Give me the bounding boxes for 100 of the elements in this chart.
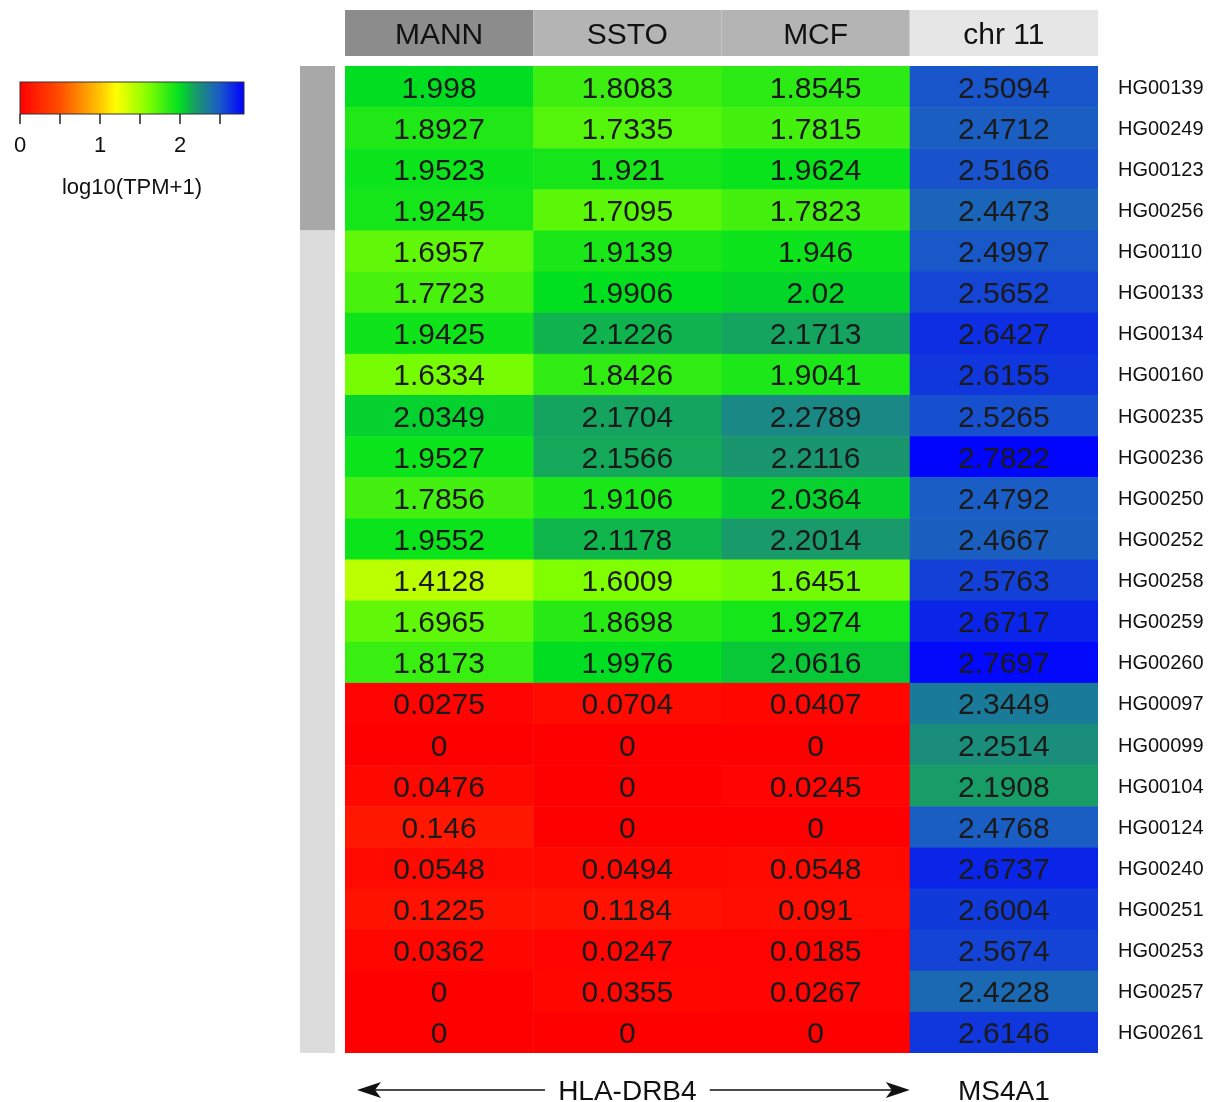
y-tick-label: HG00240 <box>1118 856 1204 879</box>
data-label: 2.0364 <box>769 481 862 515</box>
data-label: 2.4667 <box>957 522 1050 556</box>
data-label: 1.998 <box>401 70 477 104</box>
data-label: 2.5166 <box>957 152 1050 186</box>
data-label: 2.6155 <box>957 358 1050 392</box>
data-label: 1.9527 <box>393 440 486 474</box>
data-label: 0 <box>619 728 636 762</box>
data-label: 0 <box>430 728 448 762</box>
data-label: 1.921 <box>589 152 665 186</box>
x-tick-label: chr 11 <box>963 17 1045 50</box>
data-label: 0.091 <box>778 893 854 927</box>
y-tick-label: HG00252 <box>1118 527 1204 550</box>
data-label: 0.146 <box>401 810 477 844</box>
data-label: 2.1226 <box>581 317 674 351</box>
y-tick-label: HG00260 <box>1118 651 1204 674</box>
data-label: 0.0185 <box>769 934 862 968</box>
y-tick-label: HG00258 <box>1118 569 1204 592</box>
y-tick-label: HG00235 <box>1118 404 1204 427</box>
y-tick-label: HG00134 <box>1118 322 1204 345</box>
color-bar-label: 0 <box>13 132 27 157</box>
data-label: 0 <box>807 810 824 844</box>
y-tick-label: HG00124 <box>1118 815 1204 838</box>
data-label: 0.0548 <box>769 851 862 885</box>
y-tick-label: HG00104 <box>1118 774 1204 797</box>
data-label: 0.0247 <box>581 934 674 968</box>
data-label: 2.4768 <box>957 810 1050 844</box>
data-label: 2.0349 <box>393 399 486 433</box>
data-label: 0.0275 <box>393 687 486 721</box>
data-label: 0.1225 <box>393 893 486 927</box>
x-tick-label: MCF <box>783 17 849 50</box>
data-label: 0 <box>619 769 636 803</box>
data-label: 0 <box>619 810 636 844</box>
data-label: 1.9245 <box>393 193 486 227</box>
data-label: 1.9139 <box>581 235 674 269</box>
data-label: 1.7335 <box>581 111 674 145</box>
data-label: 1.8426 <box>581 358 674 392</box>
color-bar-label: 1 <box>93 132 107 157</box>
text: MS4A1 <box>957 1075 1050 1102</box>
data-label: 1.4128 <box>393 564 486 598</box>
y-tick-label: HG00099 <box>1118 733 1204 756</box>
text: HLA-DRB4 <box>558 1075 697 1102</box>
y-tick-label: HG00257 <box>1118 980 1204 1003</box>
data-label: 1.8927 <box>393 111 486 145</box>
data-label: 2.7697 <box>957 646 1050 680</box>
data-label: 2.6427 <box>957 317 1050 351</box>
data-label: 0 <box>807 1016 824 1050</box>
y-tick-label: HG00236 <box>1118 445 1204 468</box>
data-label: 2.1704 <box>581 399 674 433</box>
data-label: 1.9425 <box>393 317 486 351</box>
y-tick-label: HG00133 <box>1118 281 1204 304</box>
data-label: 1.6334 <box>393 358 486 392</box>
data-label: 1.6965 <box>393 605 486 639</box>
data-label: 0 <box>430 975 448 1009</box>
data-label: 2.2789 <box>769 399 862 433</box>
data-label: 2.4997 <box>957 235 1050 269</box>
data-label: 0 <box>430 1016 448 1050</box>
data-label: 0.0407 <box>769 687 862 721</box>
data-label: 2.1908 <box>957 769 1050 803</box>
y-tick-label: HG00249 <box>1118 116 1204 139</box>
data-label: 2.6004 <box>957 893 1050 927</box>
data-label: 2.7822 <box>957 440 1050 474</box>
y-tick-label: HG00110 <box>1118 240 1203 263</box>
data-label: 2.5265 <box>957 399 1050 433</box>
data-label: 1.9523 <box>393 152 486 186</box>
data-label: 2.6717 <box>957 605 1050 639</box>
data-label: 2.4473 <box>957 193 1050 227</box>
data-label: 0.0476 <box>393 769 486 803</box>
data-label: 1.8545 <box>769 70 862 104</box>
data-label: 1.6957 <box>393 235 486 269</box>
data-label: 1.9624 <box>769 152 862 186</box>
data-label: 0.0267 <box>769 975 862 1009</box>
color-bar-label: 2 <box>173 132 187 157</box>
data-label: 2.5674 <box>957 934 1050 968</box>
y-tick-label: HG00250 <box>1118 486 1204 509</box>
data-label: 0.0494 <box>581 851 674 885</box>
data-label: 2.1713 <box>769 317 862 351</box>
data-label: 2.02 <box>786 276 845 310</box>
data-label: 2.5652 <box>957 276 1050 310</box>
data-label: 1.9106 <box>581 481 674 515</box>
data-label: 0.0355 <box>581 975 674 1009</box>
data-label: 1.8083 <box>581 70 674 104</box>
data-label: 2.5094 <box>957 70 1050 104</box>
data-label: 1.7723 <box>393 276 486 310</box>
data-label: 0.0245 <box>769 769 862 803</box>
data-label: 2.3449 <box>957 687 1050 721</box>
data-label: 1.6451 <box>769 564 862 598</box>
y-tick-label: HG00259 <box>1118 610 1204 633</box>
data-label: 2.6737 <box>957 851 1050 885</box>
data-label: 0 <box>807 728 824 762</box>
data-label: 2.2014 <box>769 522 862 556</box>
data-label: 2.0616 <box>769 646 862 680</box>
data-label: 0 <box>619 1016 636 1050</box>
data-label: 2.4792 <box>957 481 1050 515</box>
y-tick-label: HG00139 <box>1118 75 1204 98</box>
data-label: 2.2116 <box>770 440 861 474</box>
data-label: 1.946 <box>778 235 854 269</box>
data-label: 1.9274 <box>769 605 862 639</box>
data-label: 0.0362 <box>393 934 486 968</box>
x-tick-label: MANN <box>394 17 484 50</box>
